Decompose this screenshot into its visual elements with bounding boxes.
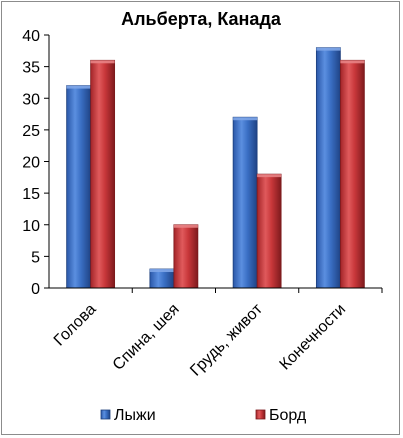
y-tick-label: 15 — [22, 186, 40, 203]
x-tick-label: Грудь, живот — [187, 300, 266, 379]
bar-series-2 — [173, 224, 199, 289]
x-tick-label: Голова — [51, 301, 100, 350]
legend-swatch — [255, 409, 266, 420]
y-tick-label: 30 — [22, 91, 40, 108]
bar-cap — [173, 224, 198, 228]
y-tick-label: 35 — [22, 60, 40, 77]
x-axis: Голова Спина, шея Грудь, живот Конечности — [49, 287, 383, 380]
legend: Лыжи Борд — [100, 407, 307, 424]
y-tick-label: 25 — [22, 123, 40, 140]
bar-series-2 — [256, 173, 282, 289]
bar-series-2 — [90, 59, 116, 289]
chart-title: Альберта, Канада — [121, 9, 282, 29]
bars — [66, 47, 365, 289]
bar-series-1 — [315, 47, 341, 289]
y-axis: 0 5 10 15 20 25 30 35 40 — [22, 28, 50, 298]
legend-swatch — [100, 409, 111, 420]
x-tick-label: Конечности — [277, 301, 350, 374]
y-tick-label: 10 — [22, 218, 40, 235]
bar-cap — [149, 269, 174, 273]
bar-cap — [90, 60, 115, 64]
bar-series-1 — [232, 116, 258, 289]
y-tick-label: 0 — [31, 281, 40, 298]
x-tick-label: Спина, шея — [110, 301, 183, 374]
y-tick-label: 40 — [22, 28, 40, 45]
legend-label: Борд — [269, 407, 307, 424]
y-tick-label: 20 — [22, 155, 40, 172]
bar-cap — [66, 85, 91, 89]
bar-series-2 — [339, 59, 365, 289]
legend-label: Лыжи — [114, 407, 156, 424]
bar-series-1 — [66, 85, 92, 289]
bar-cap — [316, 47, 341, 51]
bar-cap — [257, 174, 282, 178]
bar-cap — [340, 60, 365, 64]
bar-cap — [233, 117, 258, 121]
y-tick-label: 5 — [31, 249, 40, 266]
